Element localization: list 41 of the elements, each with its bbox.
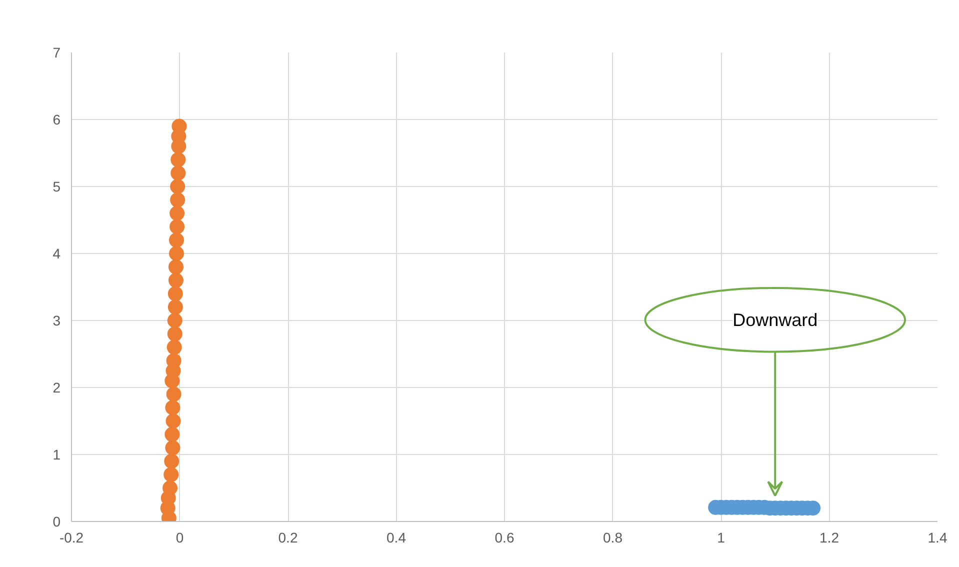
point bbox=[165, 400, 180, 416]
point bbox=[167, 313, 182, 328]
x-tick-label: 1.4 bbox=[928, 530, 948, 546]
point bbox=[166, 340, 182, 355]
y-tick-label: 7 bbox=[52, 44, 61, 60]
y-tick-label: 2 bbox=[52, 380, 61, 396]
point bbox=[170, 166, 186, 181]
x-tick-label: 0.2 bbox=[278, 530, 298, 546]
y-tick-label: 3 bbox=[52, 312, 61, 328]
point bbox=[167, 326, 182, 342]
point bbox=[170, 206, 185, 221]
y-tick-label: 6 bbox=[52, 112, 61, 128]
point bbox=[166, 414, 181, 428]
x-tick-label: 0 bbox=[176, 530, 184, 546]
y-tick-label: 4 bbox=[52, 246, 61, 262]
y-tick-label: 0 bbox=[52, 514, 61, 530]
y-tick-label: 1 bbox=[52, 446, 61, 462]
point bbox=[170, 192, 186, 208]
point bbox=[170, 152, 186, 168]
point bbox=[169, 232, 184, 248]
point bbox=[164, 467, 179, 482]
y-tick-label: 5 bbox=[52, 178, 61, 194]
point bbox=[170, 179, 186, 194]
annotation: Downward bbox=[732, 310, 818, 330]
x-tick-label: 0.6 bbox=[494, 530, 514, 546]
x-tick-label: 0.8 bbox=[603, 530, 623, 546]
point bbox=[169, 246, 184, 261]
point bbox=[164, 454, 180, 469]
x-tick-label: 1 bbox=[717, 530, 726, 546]
point bbox=[165, 440, 180, 456]
point bbox=[170, 219, 185, 234]
point bbox=[164, 426, 180, 442]
point bbox=[168, 286, 183, 302]
x-tick-label: 0.4 bbox=[386, 530, 406, 546]
point bbox=[168, 259, 184, 274]
point bbox=[168, 272, 184, 288]
x-tick-label: 1.2 bbox=[820, 530, 840, 546]
point bbox=[162, 480, 178, 496]
x-tick-label: -0.2 bbox=[59, 530, 84, 546]
point bbox=[168, 300, 183, 315]
point bbox=[166, 386, 182, 402]
